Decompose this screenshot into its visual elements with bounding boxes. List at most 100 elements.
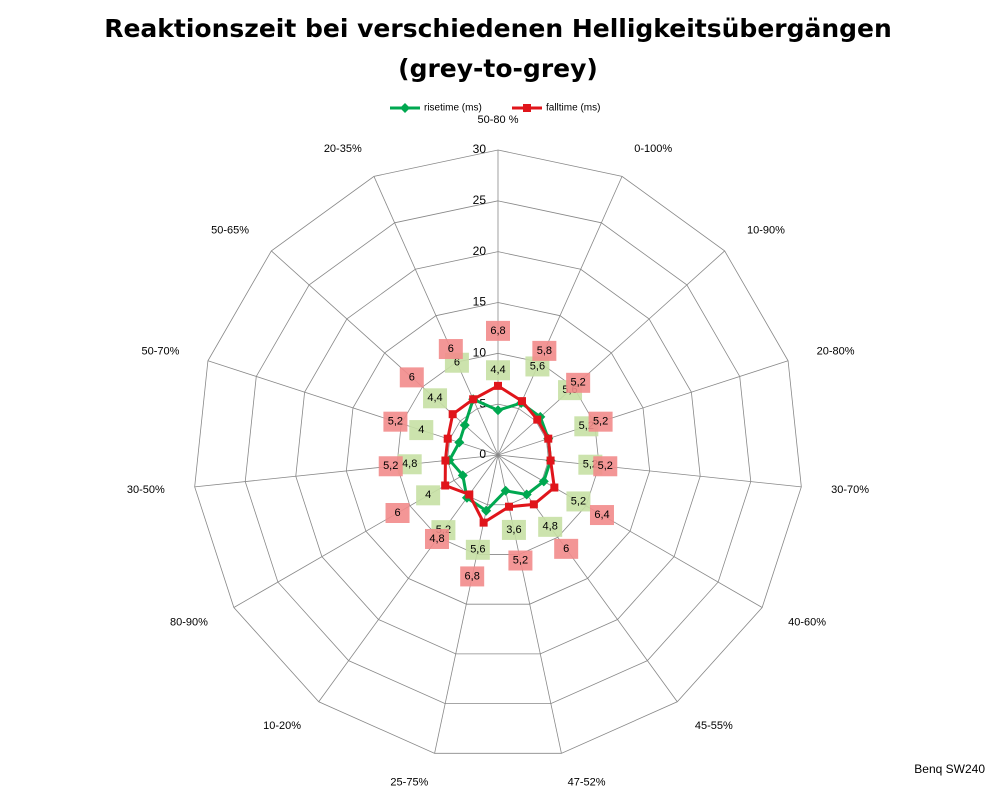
marker <box>479 518 488 527</box>
marker <box>550 483 559 492</box>
value-label: 5,2 <box>571 495 586 507</box>
value-label: 6 <box>563 543 569 555</box>
value-label: 5,2 <box>383 460 398 472</box>
value-label-bg <box>465 539 490 560</box>
value-label-bg <box>423 388 448 409</box>
y-tick-label: 0 <box>479 447 486 461</box>
value-label: 3,6 <box>506 524 521 536</box>
marker <box>538 476 549 487</box>
grid-ring <box>345 302 651 605</box>
legend-label: falltime (ms) <box>546 103 600 114</box>
value-label-bg <box>486 320 510 341</box>
value-label-bg <box>538 516 563 537</box>
chart-subtitle: (grey-to-grey) <box>398 54 598 83</box>
marker <box>441 481 450 490</box>
marker <box>441 456 450 465</box>
value-label: 6 <box>454 357 460 369</box>
value-label-bg <box>566 372 591 393</box>
value-label: 5,2 <box>513 554 528 566</box>
category-label: 0-100% <box>634 143 672 155</box>
marker <box>517 397 526 406</box>
marker <box>443 434 452 443</box>
marker <box>504 502 513 511</box>
value-label-bg <box>383 411 408 432</box>
y-tick-label: 30 <box>473 142 487 156</box>
category-label: 10-90% <box>747 225 785 237</box>
legend-marker <box>400 103 410 113</box>
y-tick-label: 20 <box>473 244 487 258</box>
grid-ring <box>447 403 549 506</box>
y-tick-label: 25 <box>473 193 487 207</box>
value-label-bg <box>460 566 485 587</box>
marker <box>493 405 503 416</box>
marker <box>529 500 538 509</box>
y-tick-label: 15 <box>473 295 487 309</box>
grid-ring <box>396 352 600 555</box>
marker <box>448 410 457 419</box>
value-label-bg <box>397 454 422 475</box>
value-label: 6 <box>448 343 454 355</box>
value-label: 6 <box>394 507 400 519</box>
value-label-bg <box>508 550 533 571</box>
value-label-bg <box>532 340 557 361</box>
value-label: 4 <box>425 489 431 501</box>
value-label-bg <box>399 367 424 388</box>
chart-title: Reaktionszeit bei verschiedenen Helligke… <box>104 14 892 43</box>
category-label: 30-70% <box>831 484 869 496</box>
marker <box>546 456 555 465</box>
series-line <box>443 384 556 525</box>
value-label: 4,8 <box>543 521 558 533</box>
marker <box>544 434 553 443</box>
category-label: 50-70% <box>141 345 179 357</box>
value-label: 5,2 <box>571 377 586 389</box>
legend-label: risetime (ms) <box>424 103 482 114</box>
value-label-bg <box>589 505 614 526</box>
value-label: 5,6 <box>470 544 485 556</box>
marker <box>481 505 492 516</box>
category-label: 45-55% <box>695 720 733 732</box>
value-label: 6 <box>409 371 415 383</box>
value-label-bg <box>593 456 618 477</box>
value-label: 4,4 <box>427 392 442 404</box>
value-label: 4,8 <box>429 533 444 545</box>
category-label: 10-20% <box>263 720 301 732</box>
value-label-bg <box>566 491 591 512</box>
marker <box>533 415 542 424</box>
value-label-bg <box>588 411 613 432</box>
marker <box>521 489 532 500</box>
category-label: 47-52% <box>568 777 606 786</box>
value-label-bg <box>378 456 403 477</box>
marker <box>465 490 474 499</box>
category-label: 20-80% <box>817 345 855 357</box>
value-label: 4 <box>418 424 424 436</box>
value-label-bg <box>409 420 434 441</box>
value-label: 4,4 <box>490 364 505 376</box>
value-label-bg <box>385 503 410 523</box>
value-label-bg <box>501 519 526 540</box>
value-label: 5,2 <box>598 460 613 472</box>
value-label: 5,6 <box>530 360 545 372</box>
grid-ring <box>194 149 802 754</box>
value-label-bg <box>438 339 463 360</box>
value-label-bg <box>486 360 510 381</box>
series-line <box>447 397 553 513</box>
note: Benq SW240 <box>914 762 985 776</box>
category-label: 40-60% <box>788 616 826 628</box>
value-label: 6,8 <box>490 325 505 337</box>
marker <box>457 470 468 481</box>
marker <box>500 485 511 496</box>
marker <box>454 437 465 448</box>
value-label: 5,8 <box>537 345 552 357</box>
category-label: 80-90% <box>170 616 208 628</box>
marker <box>469 395 478 404</box>
marker <box>459 420 470 431</box>
category-label: 50-80 % <box>478 114 519 126</box>
value-label-bg <box>424 528 449 549</box>
legend-marker <box>523 104 531 112</box>
grid-ring <box>244 200 752 705</box>
marker <box>494 381 502 390</box>
value-label-bg <box>416 485 441 506</box>
value-label-bg <box>554 538 579 559</box>
category-label: 20-35% <box>324 143 362 155</box>
